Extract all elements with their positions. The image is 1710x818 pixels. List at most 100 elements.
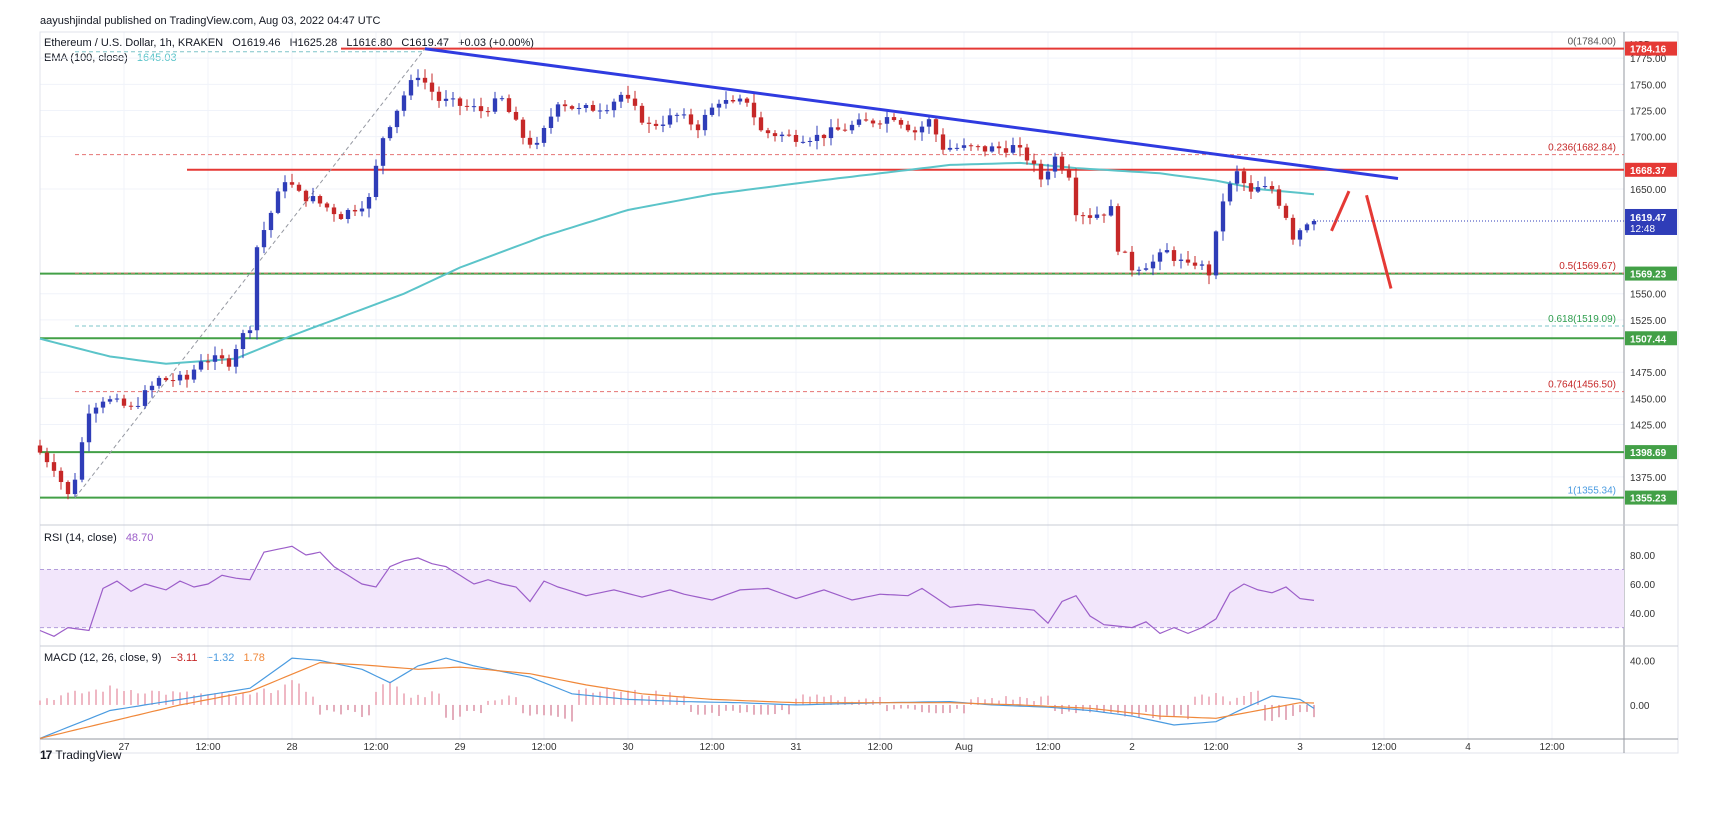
candle-down [730,100,736,102]
fibonacci-retracement: 0(1784.00) 0.236(1682.84) 0.5(1569.67) 0.61… [74,37,1624,499]
rsi-label[interactable]: RSI (14, close) [44,532,117,544]
time-tick-label: Aug [955,742,973,753]
candle-up [275,191,281,213]
candle-up [100,401,106,408]
candle-down [163,377,169,381]
candle-down [485,111,491,113]
candle-down [562,104,568,107]
candle-up [247,330,253,334]
macd-value-1: −3.11 [170,652,198,664]
candle-up [93,407,99,414]
candle-down [296,184,302,191]
candle-up [604,110,610,112]
price-tick-label: 1750.00 [1630,80,1667,91]
time-tick-label: 31 [790,742,802,753]
candle-up [142,390,148,406]
signal-line [39,661,1315,739]
candle-down [184,374,190,380]
candle-down [688,114,694,125]
candle-up [1199,264,1205,266]
candle-up [807,140,813,142]
price-tag-label: 1668.37 [1630,166,1667,177]
panel-frames [39,31,1679,754]
price-tag-label: 1398.69 [1630,448,1667,459]
price-tag-label: 1784.16 [1630,45,1667,56]
symbol-name[interactable]: Ethereum / U.S. Dollar, 1h, KRAKEN [44,37,224,49]
candle-down [751,102,757,118]
candle-down [646,122,652,124]
candle-down [44,452,50,463]
candle-up [394,110,400,128]
candle-up [443,98,449,101]
candle-down [793,134,799,142]
candle-down [464,105,470,107]
candle-up [947,147,953,150]
candle-up [1150,261,1156,269]
candle-up [716,103,722,108]
price-tag-bg [1625,266,1677,281]
macd-label[interactable]: MACD (12, 26, close, 9) [44,652,162,664]
macd-value-3: 1.78 [243,652,265,664]
projection-stroke [1365,194,1393,289]
candle-down [520,119,526,138]
time-tick-label: 4 [1465,742,1471,753]
candle-up [961,145,967,148]
candle-down [933,119,939,135]
candle-down [1241,171,1247,184]
price-tick-label: 1475.00 [1630,368,1667,379]
symbol-legend: Ethereum / U.S. Dollar, 1h, KRAKEN O1619… [44,37,534,49]
candle-down [205,361,211,363]
candle-up [310,196,316,202]
candle-up [737,98,743,102]
candle-down [1283,205,1289,218]
candle-up [1262,186,1268,188]
candle-up [534,142,540,145]
candle-down [128,405,134,407]
candle-up [1304,224,1310,231]
candle-up [1136,269,1142,271]
tradingview-brand: TradingView [55,748,122,762]
candle-up [709,107,715,115]
rsi-legend: RSI (14, close) 48.70 [44,532,153,544]
tradingview-logo[interactable]: 17 TradingView [40,748,121,762]
candle-down [968,145,974,147]
candle-down [1129,251,1135,271]
rsi-line [39,545,1315,637]
candle-down [1115,206,1121,252]
candle-down [632,98,638,106]
candle-up [359,208,365,212]
candle-up [1108,206,1114,216]
time-tick-label: 12:00 [867,742,892,753]
candle-down [1031,160,1037,164]
candle-up [576,107,582,109]
candle-down [842,129,848,131]
candle-up [856,119,862,125]
candle-up [380,138,386,166]
candle-down [898,120,904,125]
projection-layer [1330,190,1393,289]
candle-down [1080,215,1086,217]
macd-tick-label: 40.00 [1630,656,1655,667]
time-tick-label: 12:00 [699,742,724,753]
candle-up [107,399,113,402]
price-tick-label: 1450.00 [1630,394,1667,405]
candle-down [863,119,869,121]
candle-up [233,349,239,367]
candle-down [527,137,533,145]
price-tag-bg [1625,331,1677,346]
candle-up [79,442,85,480]
price-tag-bg [1625,162,1677,177]
price-tag-label: 1569.23 [1630,270,1667,281]
candle-up [1045,171,1051,180]
candle-down [1192,262,1198,266]
candle-up [1143,268,1149,270]
candle-up [282,182,288,192]
candle-down [821,134,827,139]
price-tag-label: 1507.44 [1630,334,1667,345]
price-tick-label: 1550.00 [1630,290,1667,301]
candle-down [1206,264,1212,276]
candle-up [1227,183,1233,202]
candle-down [422,77,428,83]
candle-down [37,445,43,453]
